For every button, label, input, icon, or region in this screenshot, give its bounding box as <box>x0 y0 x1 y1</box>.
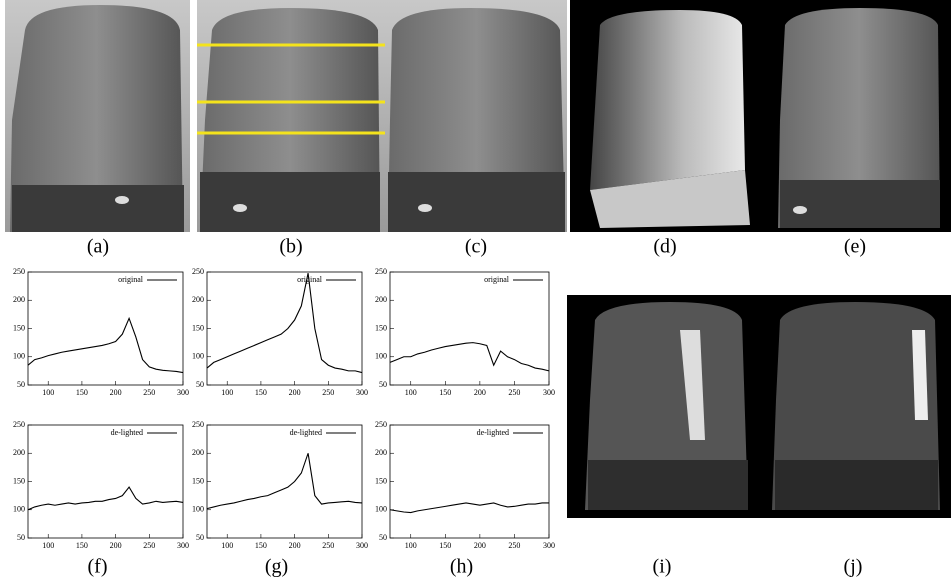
caption: (b) <box>279 236 302 258</box>
y-tick-label: 100 <box>375 352 387 361</box>
x-tick-label: 250 <box>508 541 520 550</box>
series-line <box>27 486 184 511</box>
legend-label: original <box>484 275 510 284</box>
y-tick-label: 250 <box>375 267 387 276</box>
series-line <box>389 342 550 372</box>
y-tick-label: 150 <box>375 476 387 485</box>
x-tick-label: 200 <box>110 388 122 397</box>
y-tick-label: 250 <box>192 420 204 429</box>
y-tick-label: 200 <box>375 448 387 457</box>
y-tick-label: 100 <box>192 505 204 514</box>
x-tick-label: 250 <box>508 388 520 397</box>
y-tick-label: 50 <box>379 533 387 542</box>
series-line <box>27 316 184 374</box>
caption: (a) <box>87 236 109 258</box>
y-tick-label: 100 <box>13 352 25 361</box>
plot-frame <box>389 271 550 386</box>
y-tick-label: 200 <box>192 295 204 304</box>
x-tick-label: 300 <box>177 541 189 550</box>
x-tick-label: 100 <box>221 388 233 397</box>
x-tick-label: 300 <box>543 388 555 397</box>
x-tick-label: 250 <box>322 541 334 550</box>
series-line <box>206 453 363 510</box>
caption: (f) <box>88 556 108 578</box>
caption: (i) <box>653 556 672 578</box>
y-tick-label: 200 <box>13 295 25 304</box>
series-line <box>206 273 363 374</box>
legend-label: original <box>118 275 144 284</box>
x-tick-label: 200 <box>474 388 486 397</box>
caption: (e) <box>844 236 866 258</box>
caption: (d) <box>653 236 676 258</box>
photo-j <box>757 295 951 518</box>
series-line <box>389 502 549 514</box>
x-tick-label: 100 <box>405 388 417 397</box>
photo-c <box>385 0 567 232</box>
y-tick-label: 150 <box>192 323 204 332</box>
y-tick-label: 50 <box>17 380 25 389</box>
y-tick-label: 250 <box>375 420 387 429</box>
x-tick-label: 300 <box>356 388 368 397</box>
legend-label: de-lighted <box>477 428 509 437</box>
y-tick-label: 250 <box>192 267 204 276</box>
x-tick-label: 100 <box>42 388 54 397</box>
y-tick-label: 200 <box>13 448 25 457</box>
y-tick-label: 150 <box>375 323 387 332</box>
x-tick-label: 150 <box>255 541 267 550</box>
y-tick-label: 200 <box>375 295 387 304</box>
legend-label: de-lighted <box>290 428 322 437</box>
y-tick-label: 50 <box>196 533 204 542</box>
y-tick-label: 50 <box>196 380 204 389</box>
y-tick-label: 250 <box>13 267 25 276</box>
y-tick-label: 250 <box>13 420 25 429</box>
legend-label: original <box>297 275 323 284</box>
x-tick-label: 300 <box>543 541 555 550</box>
plot-frame <box>389 424 550 539</box>
y-tick-label: 100 <box>192 352 204 361</box>
plot-frame <box>27 271 184 386</box>
x-tick-label: 200 <box>289 388 301 397</box>
y-tick-label: 50 <box>379 380 387 389</box>
y-tick-label: 100 <box>13 505 25 514</box>
x-tick-label: 150 <box>439 541 451 550</box>
caption: (g) <box>265 556 288 578</box>
x-tick-label: 100 <box>405 541 417 550</box>
y-tick-label: 200 <box>192 448 204 457</box>
y-tick-label: 150 <box>192 476 204 485</box>
plot-frame <box>27 424 184 539</box>
photo-e <box>760 0 951 232</box>
x-tick-label: 300 <box>356 541 368 550</box>
x-tick-label: 150 <box>76 541 88 550</box>
y-tick-label: 50 <box>17 533 25 542</box>
plot-frame <box>206 424 363 539</box>
x-tick-label: 150 <box>255 388 267 397</box>
photo-i <box>567 295 757 518</box>
caption: (h) <box>450 556 473 578</box>
photo-a <box>5 0 190 232</box>
photo-d <box>570 0 760 232</box>
x-tick-label: 200 <box>289 541 301 550</box>
x-tick-label: 200 <box>474 541 486 550</box>
x-tick-label: 150 <box>76 388 88 397</box>
x-tick-label: 250 <box>143 541 155 550</box>
y-tick-label: 150 <box>13 476 25 485</box>
y-tick-label: 100 <box>375 505 387 514</box>
x-tick-label: 200 <box>110 541 122 550</box>
x-tick-label: 100 <box>42 541 54 550</box>
y-tick-label: 150 <box>13 323 25 332</box>
x-tick-label: 250 <box>322 388 334 397</box>
x-tick-label: 100 <box>221 541 233 550</box>
x-tick-label: 250 <box>143 388 155 397</box>
caption: (j) <box>844 556 863 578</box>
photo-b <box>197 0 385 232</box>
legend-label: de-lighted <box>111 428 143 437</box>
plot-frame <box>206 271 363 386</box>
caption: (c) <box>465 236 487 258</box>
x-tick-label: 300 <box>177 388 189 397</box>
x-tick-label: 150 <box>439 388 451 397</box>
